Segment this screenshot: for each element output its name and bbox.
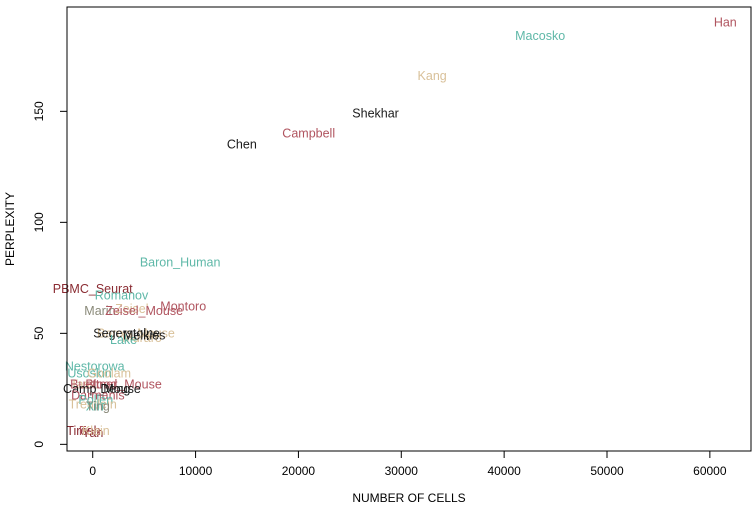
point-label: Klein xyxy=(82,424,110,438)
point-label: Fan xyxy=(79,424,101,438)
point-label: Macosko xyxy=(515,29,565,43)
y-axis-title: PERPLEXITY xyxy=(3,192,17,266)
x-tick-label: 40000 xyxy=(487,464,521,478)
x-tick-label: 10000 xyxy=(179,464,213,478)
plot-frame xyxy=(66,6,752,452)
point-label: Han xyxy=(714,16,737,30)
x-tick-label: 30000 xyxy=(385,464,419,478)
point-label: Kang xyxy=(418,69,447,83)
point-label: Zeisel_Mouse xyxy=(105,304,183,318)
point-label: Ting xyxy=(86,400,110,414)
point-label: Goolam xyxy=(87,366,131,380)
point-label: Romanov xyxy=(95,289,149,303)
y-axis-ticks: 0 50 100 150 xyxy=(32,101,67,448)
y-tick-label: 100 xyxy=(32,212,46,232)
point-label: Camp_Mouse xyxy=(63,382,141,396)
y-tick-label: 0 xyxy=(32,441,46,448)
point-label: Muraro xyxy=(122,331,162,345)
point-label: Tirosh xyxy=(66,424,100,438)
x-tick-label: 20000 xyxy=(282,464,316,478)
point-label: Pollen xyxy=(78,393,113,407)
point-label: Melkies xyxy=(123,329,165,343)
point-labels: Han Macosko Kang Shekhar Campbell Chen Baron_H… xyxy=(53,16,737,441)
point-label: Zeisel xyxy=(115,302,148,316)
y-tick-label: 150 xyxy=(32,101,46,121)
point-label: Segerstolpe xyxy=(93,326,160,340)
point-label: Chen xyxy=(227,138,257,152)
point-label: Marin xyxy=(84,304,115,318)
point-label: Darmanis xyxy=(71,389,125,403)
x-tick-label: 50000 xyxy=(590,464,624,478)
point-label: Xin xyxy=(86,400,104,414)
point-label: Yan xyxy=(82,426,103,440)
point-label: Nestorowa xyxy=(65,360,125,374)
x-axis-ticks: 0 10000 20000 30000 40000 50000 60000 xyxy=(89,451,727,478)
x-tick-label: 0 xyxy=(89,464,96,478)
point-label: Treutlein xyxy=(69,397,117,411)
x-tick-label: 60000 xyxy=(693,464,727,478)
point-label: Buettner xyxy=(70,377,117,391)
point-label: Shekhar xyxy=(352,107,399,121)
point-label: Lake xyxy=(110,333,137,347)
point-label: Tasic xyxy=(70,377,98,391)
point-label: Campbell xyxy=(282,127,335,141)
point-label: Blood_Mouse xyxy=(85,377,161,391)
point-label: Montoro xyxy=(160,300,206,314)
point-label: PBMC_Seurat xyxy=(53,282,133,296)
point-label: Usoskin xyxy=(67,366,112,380)
point-label: Baron_Mouse xyxy=(97,326,175,340)
y-tick-label: 50 xyxy=(32,326,46,340)
point-label: Baron_Human xyxy=(140,255,221,269)
x-axis-title: NUMBER OF CELLS xyxy=(352,491,465,505)
point-label: Deng xyxy=(100,382,130,396)
